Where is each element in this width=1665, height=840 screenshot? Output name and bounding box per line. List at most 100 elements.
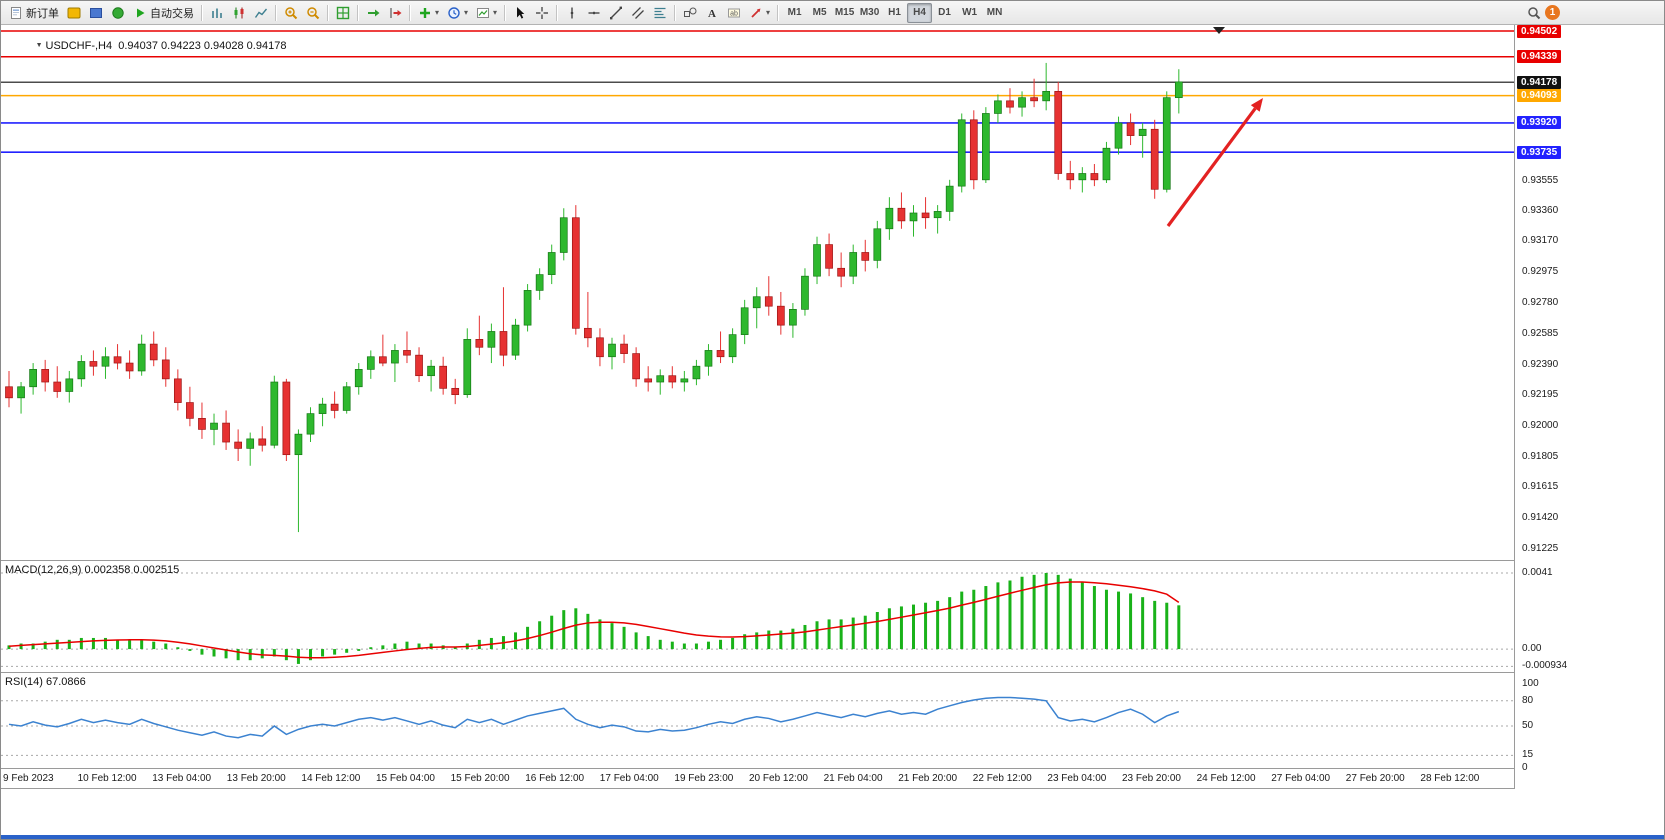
candle-body <box>379 356 387 364</box>
candle-body <box>837 267 845 277</box>
toolbar-separator <box>674 4 677 21</box>
vertical-line-button[interactable] <box>561 3 583 23</box>
timeframe-button-m5[interactable]: M5 <box>807 3 832 23</box>
timeframe-button-w1[interactable]: W1 <box>957 3 982 23</box>
zoom-in-button[interactable] <box>280 3 302 23</box>
candle-body <box>1150 128 1159 190</box>
price-scale-label: 0.91420 <box>1522 511 1559 523</box>
cursor-button[interactable] <box>509 3 531 23</box>
template-button[interactable]: ▾ <box>472 3 501 23</box>
notification-badge[interactable]: 1 <box>1545 5 1560 20</box>
time-axis-label: 23 Feb 04:00 <box>1047 773 1107 784</box>
chart-shift-button[interactable] <box>384 3 406 23</box>
candle-body <box>861 252 870 261</box>
trend-arrow-annotation[interactable] <box>1166 107 1257 227</box>
dropdown-caret-icon: ▾ <box>493 8 498 17</box>
timeframe-button-h4[interactable]: H4 <box>907 2 933 23</box>
candle-body <box>222 422 230 443</box>
macd-signal-line <box>8 581 1180 659</box>
time-axis[interactable]: 9 Feb 2023 10 Feb 12:00 13 Feb 04:00 13 Feb… <box>1 769 1514 789</box>
toolbar-separator <box>504 4 507 21</box>
arrows-button[interactable]: ▾ <box>745 3 774 23</box>
auto-scroll-button[interactable] <box>362 3 384 23</box>
candle-body <box>17 386 25 399</box>
candlestick-chart-button[interactable] <box>228 3 250 23</box>
vertical-line-icon <box>565 6 579 20</box>
price-scale-label: 0.91225 <box>1522 542 1559 554</box>
timeframe-button-m15[interactable]: M15 <box>832 3 857 23</box>
charts-profile-icon <box>67 6 81 20</box>
navigator-button[interactable] <box>107 3 129 23</box>
dropdown-caret-icon: ▾ <box>464 8 469 17</box>
candle-body <box>41 369 50 383</box>
time-axis-label: 15 Feb 20:00 <box>450 773 510 784</box>
shapes-button[interactable] <box>679 3 701 23</box>
timeframe-button-d1[interactable]: D1 <box>932 3 957 23</box>
candle-body <box>921 212 930 219</box>
candle-body <box>1162 97 1171 190</box>
period-button[interactable]: ▾ <box>443 3 472 23</box>
candle-body <box>1090 173 1099 181</box>
zoom-out-button[interactable] <box>302 3 324 23</box>
channel-button[interactable] <box>627 3 649 23</box>
rsi-pane: RSI(14) 67.0866 <box>1 673 1514 769</box>
fibonacci-button[interactable] <box>649 3 671 23</box>
toolbar-separator <box>201 4 203 21</box>
candle-body <box>740 307 749 335</box>
toolbar-separator <box>327 4 329 21</box>
line-chart-button[interactable] <box>250 3 272 23</box>
candle-body <box>656 375 665 383</box>
chart-area: USDCHF-,H4 0.94037 0.94223 0.94028 0.941… <box>1 24 1664 789</box>
price-scale-label: 0.92975 <box>1522 266 1559 278</box>
timeframe-button-mn[interactable]: MN <box>982 3 1007 23</box>
main-chart-canvas[interactable] <box>1 25 1514 561</box>
candle-body <box>391 350 399 364</box>
charts-profile-button[interactable] <box>63 3 85 23</box>
crosshair-button[interactable] <box>531 3 553 23</box>
add-indicator-button[interactable]: ▾ <box>414 3 443 23</box>
candle-body <box>5 386 13 399</box>
candlestick-chart-icon <box>232 6 246 20</box>
time-axis-label: 23 Feb 20:00 <box>1122 773 1181 784</box>
horizontal-line-button[interactable] <box>583 3 605 23</box>
search-button[interactable] <box>1523 3 1545 23</box>
candle-body <box>596 337 604 358</box>
horizontal-line-icon <box>587 6 601 20</box>
candle-body <box>945 185 954 212</box>
candle-body <box>668 375 677 383</box>
arrows-icon <box>749 6 763 20</box>
shapes-icon <box>683 6 697 20</box>
candle-body <box>692 365 701 380</box>
candle-body <box>571 217 580 329</box>
rsi-canvas[interactable] <box>1 673 1514 769</box>
market-watch-button[interactable] <box>85 3 107 23</box>
tile-windows-button[interactable] <box>332 3 354 23</box>
candle-body <box>427 365 435 377</box>
candle-body <box>415 354 423 377</box>
rsi-scale-label: 50 <box>1522 719 1534 731</box>
bar-chart-button[interactable] <box>206 3 228 23</box>
macd-canvas[interactable] <box>1 561 1514 673</box>
window-bottom-bar <box>1 835 1664 839</box>
timeframe-button-m30[interactable]: M30 <box>857 3 882 23</box>
autotrade-button[interactable]: 自动交易 <box>129 3 198 23</box>
collapse-chart-icon[interactable] <box>36 40 46 52</box>
candle-body <box>210 422 218 430</box>
trendline-button[interactable] <box>605 3 627 23</box>
navigator-icon <box>111 6 125 20</box>
candle-body <box>258 438 267 446</box>
timeframe-button-m1[interactable]: M1 <box>782 3 807 23</box>
time-axis-label: 20 Feb 12:00 <box>749 773 808 784</box>
timeframe-button-h1[interactable]: H1 <box>882 3 907 23</box>
candle-body <box>113 356 122 364</box>
macd-scale-label: -0.000934 <box>1522 660 1568 672</box>
candle-body <box>608 343 616 358</box>
text-button[interactable]: A <box>701 3 723 23</box>
label-icon: ab <box>727 6 741 20</box>
price-axis[interactable]: 0.94502 0.94339 0.94178 0.94093 0.93920 0.937… <box>1514 24 1664 789</box>
label-button[interactable]: ab <box>723 3 745 23</box>
new-order-button[interactable]: 新订单 <box>5 3 63 23</box>
chart-shift-marker[interactable] <box>1213 27 1225 34</box>
price-scale-label: 0.92195 <box>1522 389 1559 401</box>
dropdown-caret-icon: ▾ <box>435 8 440 17</box>
